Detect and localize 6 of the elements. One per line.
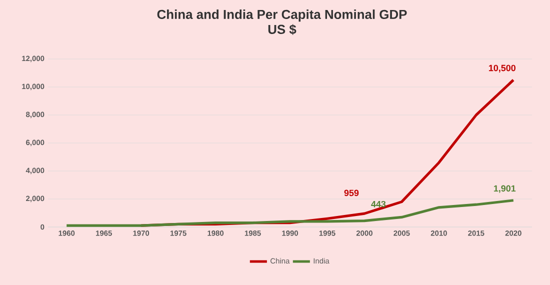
chart-subtitle: US $: [268, 24, 296, 35]
data-label: 443: [371, 200, 386, 208]
data-label: 959: [344, 190, 359, 196]
data-label: 1,901: [494, 185, 516, 193]
chart-title: China and India Per Capita Nominal GDP: [157, 10, 407, 22]
data-label: 10,500: [488, 64, 516, 72]
